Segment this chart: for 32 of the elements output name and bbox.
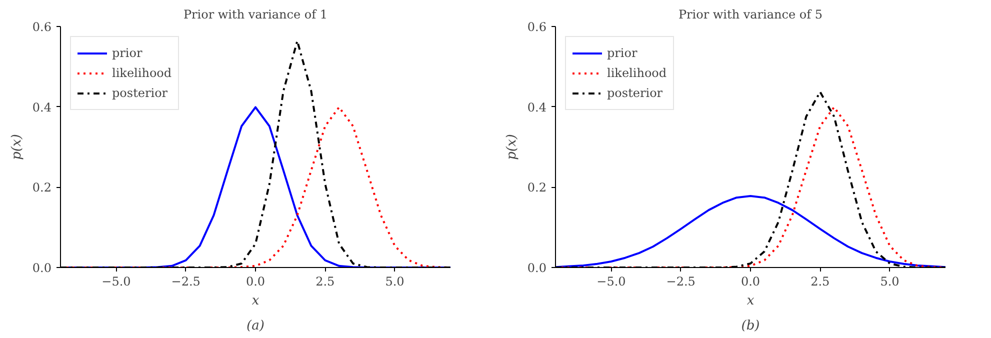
y-axis-title: p(x) bbox=[504, 134, 520, 160]
text: (a) bbox=[246, 318, 264, 334]
y-tick-label: 0.0 bbox=[527, 261, 547, 275]
x-tick-label: 2.5 bbox=[316, 274, 335, 288]
chart-title: Prior with variance of 5 bbox=[678, 8, 823, 22]
x-tick-label: −2.5 bbox=[666, 274, 696, 288]
y-tick-label: 0.6 bbox=[32, 20, 52, 34]
text: (b) bbox=[741, 318, 760, 334]
y-tick-label: 0.2 bbox=[527, 180, 547, 195]
legend-label: prior bbox=[607, 46, 638, 60]
y-tick-label: 0.4 bbox=[32, 100, 52, 114]
y-tick-label: 0.6 bbox=[527, 20, 547, 34]
x-tick-label: −5.0 bbox=[596, 274, 626, 288]
y-tick-label: 0.0 bbox=[32, 261, 52, 275]
chart-title: Prior with variance of 1 bbox=[183, 8, 328, 22]
x-tick-label: 5.0 bbox=[880, 274, 900, 288]
legend-label: posterior bbox=[607, 86, 663, 100]
y-tick-label: 0.4 bbox=[527, 100, 547, 114]
x-tick-label: 0.0 bbox=[246, 274, 266, 288]
x-axis-title: x bbox=[746, 294, 755, 308]
y-tick-label: 0.2 bbox=[32, 180, 52, 195]
legend-label: posterior bbox=[112, 86, 168, 100]
x-tick-label: 2.5 bbox=[810, 274, 830, 288]
x-tick-label: 0.0 bbox=[740, 274, 760, 288]
x-tick-label: 5.0 bbox=[385, 274, 404, 288]
y-axis-title: p(x) bbox=[9, 134, 24, 160]
x-tick-label: −2.5 bbox=[171, 274, 200, 288]
legend-label: likelihood bbox=[112, 66, 172, 80]
x-tick-label: −5.0 bbox=[102, 274, 131, 288]
x-axis-title: x bbox=[252, 294, 260, 308]
legend-label: prior bbox=[112, 46, 142, 60]
legend-label: likelihood bbox=[607, 66, 667, 80]
